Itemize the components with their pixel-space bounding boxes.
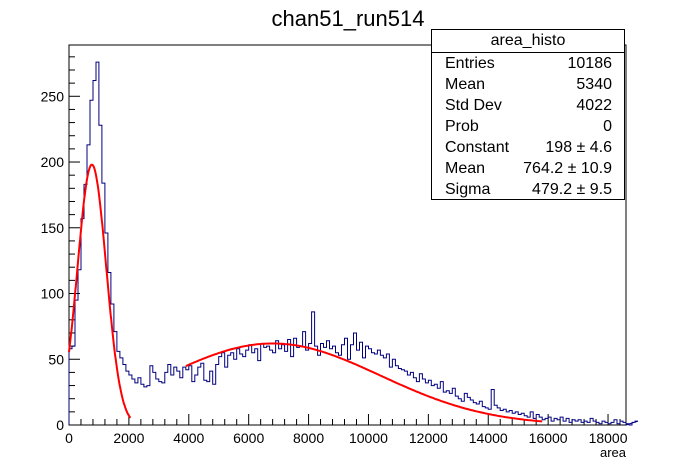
stats-label: Prob [445, 116, 479, 137]
stats-value: 10186 [568, 53, 613, 74]
stats-row: Entries 10186 [432, 53, 624, 74]
stats-box-title: area_histo [432, 30, 624, 53]
stats-label: Constant [445, 137, 509, 158]
stats-box: area_histo Entries 10186 Mean 5340 Std D… [431, 29, 625, 200]
stats-label: Entries [445, 53, 495, 74]
stats-label: Mean [445, 158, 485, 179]
stats-label: Std Dev [445, 95, 502, 116]
y-tick-label: 50 [48, 351, 64, 367]
x-axis-label: area [600, 445, 627, 460]
x-tick-label: 14000 [469, 430, 508, 446]
stats-row: Mean 5340 [432, 74, 624, 95]
x-tick-label: 2000 [113, 430, 144, 446]
x-tick-label: 4000 [173, 430, 204, 446]
stats-row: Mean 764.2 ± 10.9 [432, 158, 624, 179]
stats-row: Constant 198 ± 4.6 [432, 137, 624, 158]
stats-row: Sigma 479.2 ± 9.5 [432, 179, 624, 200]
stats-value: 0 [603, 116, 612, 137]
x-tick-label: 18000 [589, 430, 628, 446]
stats-label: Sigma [445, 179, 490, 200]
x-tick-label: 10000 [349, 430, 388, 446]
y-tick-label: 150 [41, 220, 65, 236]
stats-value: 764.2 ± 10.9 [523, 158, 612, 179]
y-tick-label: 200 [41, 154, 65, 170]
y-tick-label: 0 [56, 417, 64, 433]
stats-value: 198 ± 4.6 [545, 137, 612, 158]
x-tick-label: 0 [65, 430, 73, 446]
stats-row: Prob 0 [432, 116, 624, 137]
x-tick-label: 8000 [293, 430, 324, 446]
stats-label: Mean [445, 74, 485, 95]
x-tick-label: 6000 [233, 430, 264, 446]
x-tick-label: 12000 [409, 430, 448, 446]
stats-value: 5340 [576, 74, 612, 95]
x-tick-label: 16000 [529, 430, 568, 446]
y-tick-label: 100 [41, 286, 65, 302]
stats-row: Std Dev 4022 [432, 95, 624, 116]
y-tick-label: 250 [41, 88, 65, 104]
stats-value: 4022 [576, 95, 612, 116]
stats-value: 479.2 ± 9.5 [532, 179, 612, 200]
fit-curve-broad-fit-high [186, 344, 542, 422]
